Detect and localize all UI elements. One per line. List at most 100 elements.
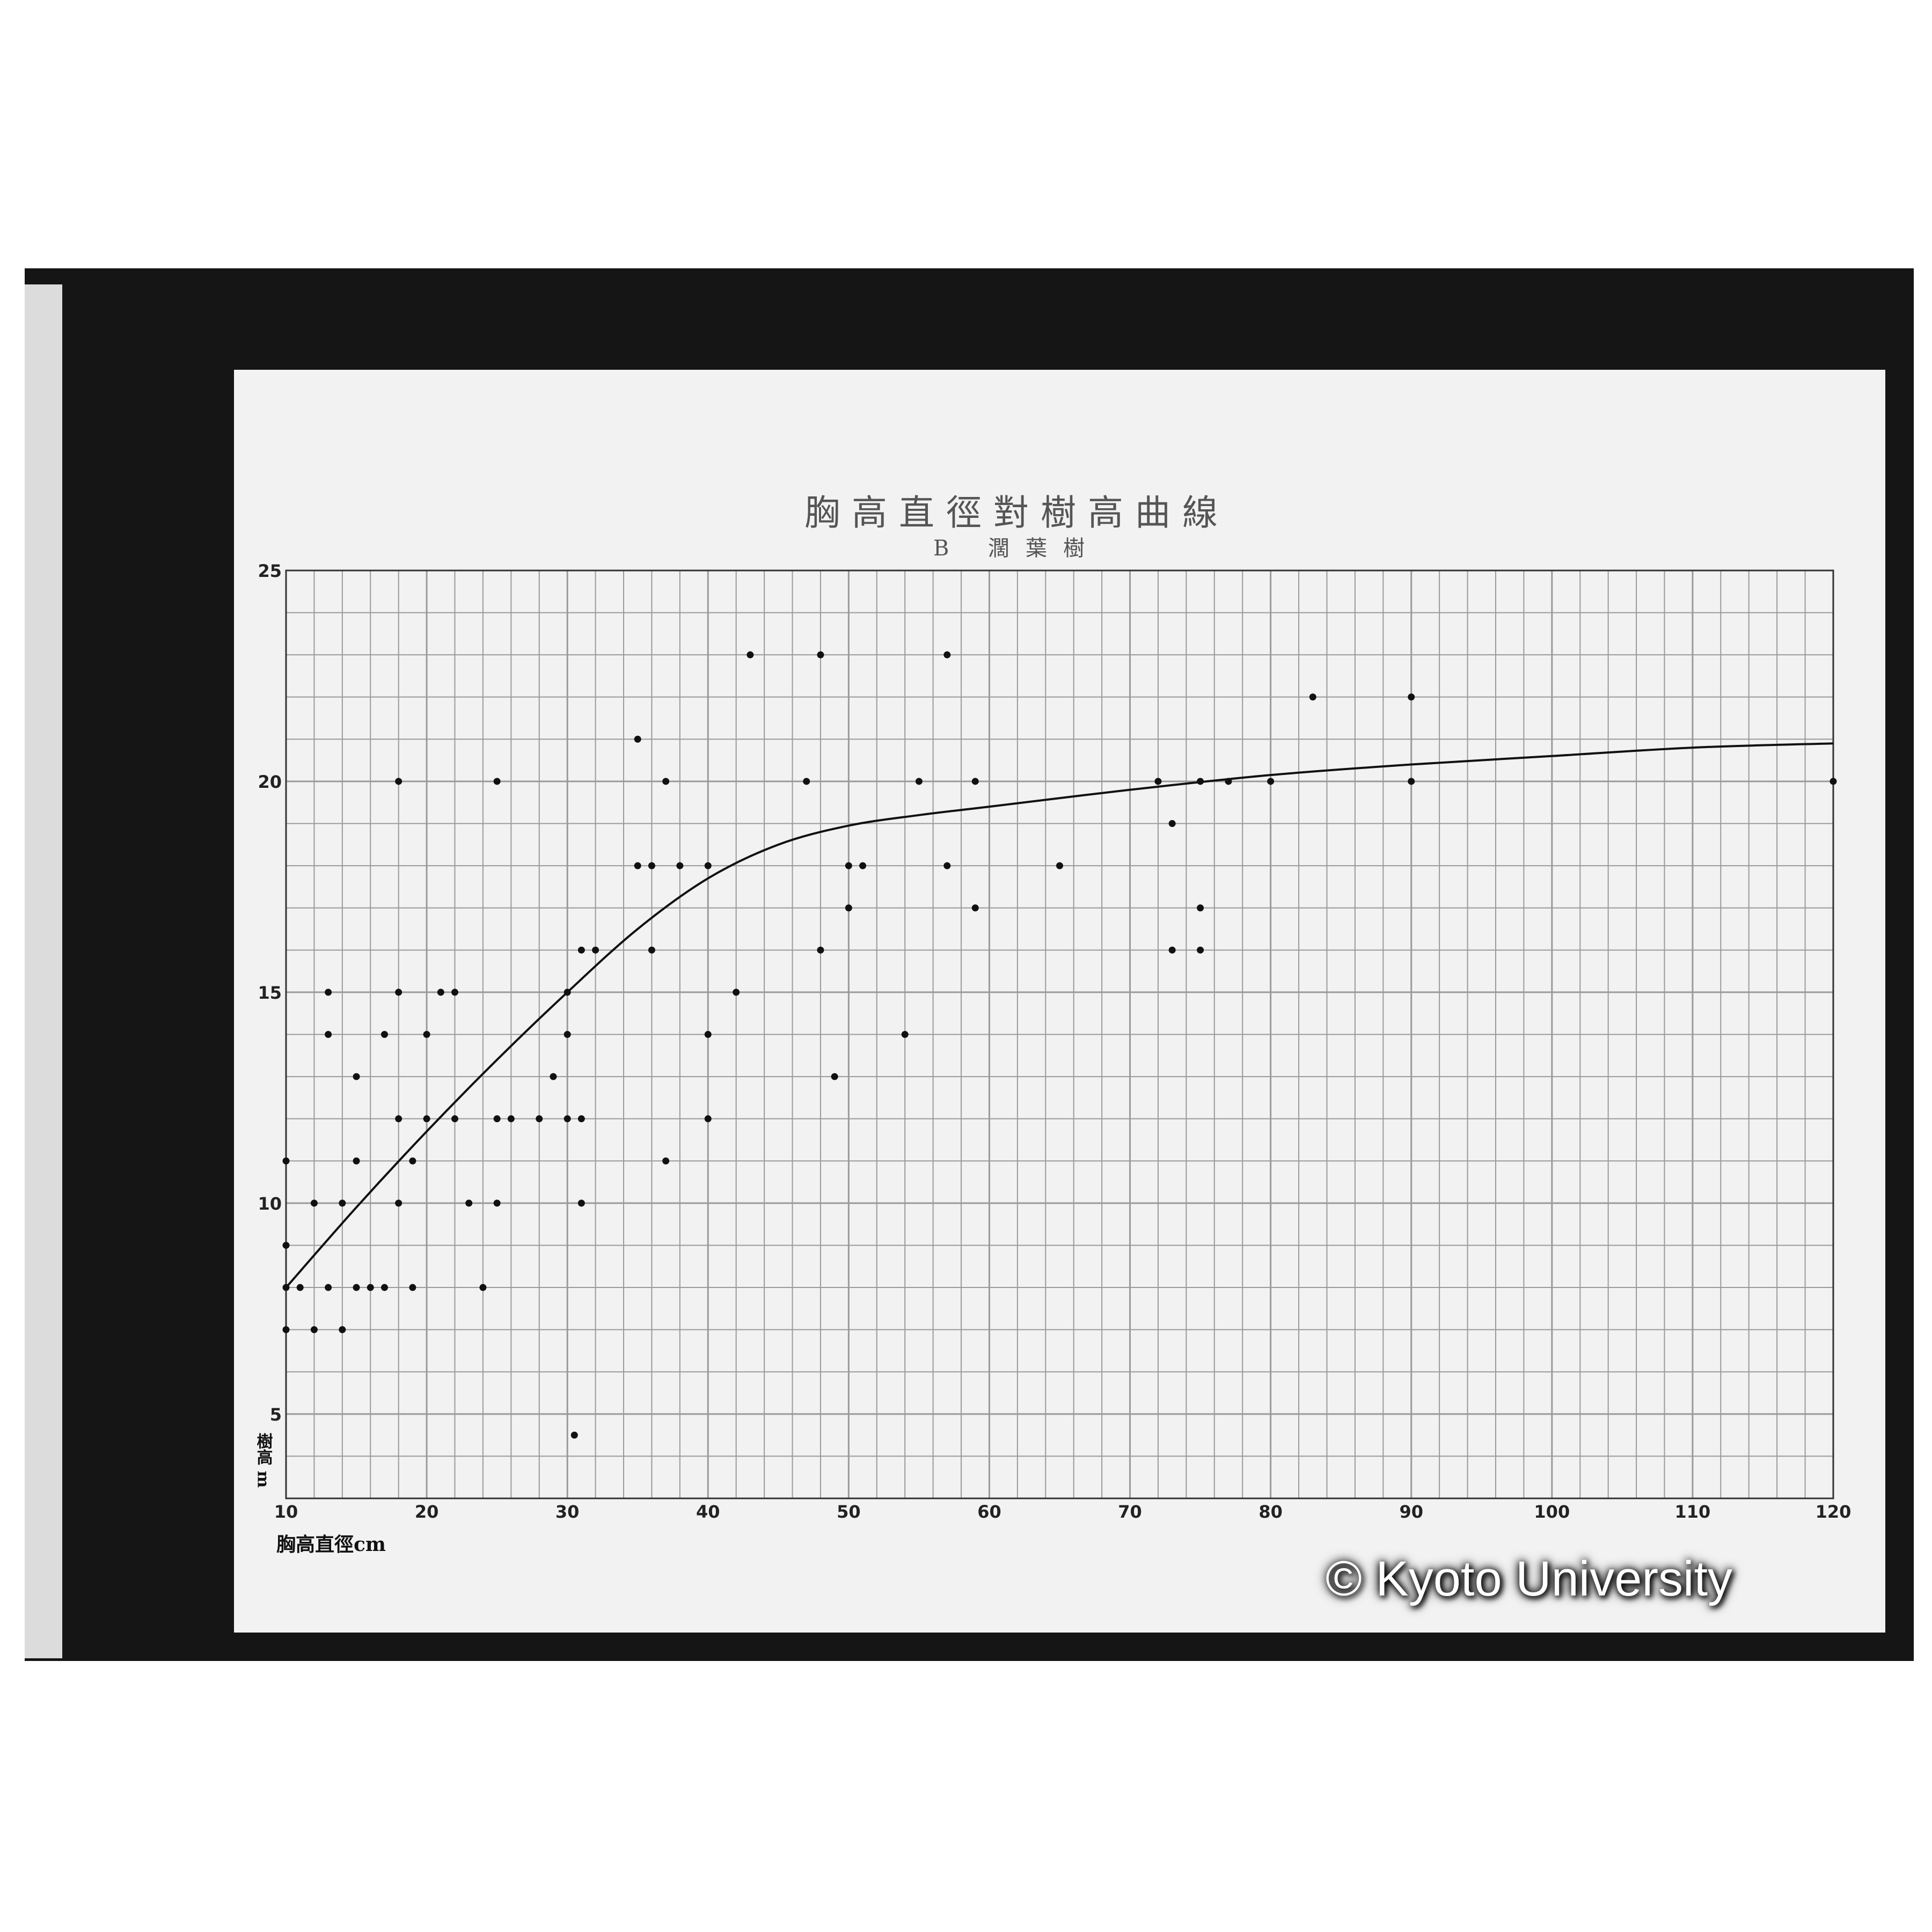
data-point <box>662 1157 670 1165</box>
x-tick-label: 20 <box>415 1502 439 1522</box>
data-point <box>380 1284 388 1291</box>
chart-subtitle: B 濶葉樹 <box>933 536 1101 561</box>
data-point <box>648 946 655 954</box>
x-axis-label: 胸高直徑cm <box>276 1533 386 1556</box>
data-point <box>1197 946 1204 954</box>
data-point <box>437 989 444 996</box>
paper <box>234 370 1885 1633</box>
data-point <box>733 989 740 996</box>
x-tick-label: 100 <box>1534 1502 1570 1522</box>
grid <box>285 569 1834 1499</box>
data-points <box>282 651 1837 1439</box>
data-point <box>577 1115 585 1123</box>
data-point <box>1168 946 1176 954</box>
data-point <box>570 1431 578 1439</box>
data-point <box>859 862 867 869</box>
data-point <box>493 1199 501 1207</box>
x-tick-label: 110 <box>1675 1502 1711 1522</box>
data-point <box>1408 693 1415 701</box>
x-tick-label: 120 <box>1816 1502 1851 1522</box>
data-point <box>1829 778 1837 785</box>
data-point <box>831 1073 838 1080</box>
data-point <box>409 1157 416 1165</box>
data-point <box>423 1031 430 1038</box>
data-point <box>451 989 459 996</box>
x-tick-label: 40 <box>696 1502 720 1522</box>
x-tick-label: 80 <box>1258 1502 1283 1522</box>
data-point <box>395 1115 402 1123</box>
x-tick-label: 50 <box>837 1502 861 1522</box>
data-point <box>282 1284 290 1291</box>
data-point <box>564 1031 571 1038</box>
data-point <box>817 651 824 658</box>
data-point <box>845 862 852 869</box>
data-point <box>493 1115 501 1123</box>
data-point <box>282 1157 290 1165</box>
data-point <box>296 1284 304 1291</box>
data-point <box>803 778 810 785</box>
data-point <box>817 946 824 954</box>
data-point <box>395 989 402 996</box>
data-point <box>367 1284 374 1291</box>
y-tick-label: 10 <box>258 1194 282 1214</box>
tick-labels: 10 20 30 40 50 60 70 80 90 100 110 120 5 10 15 20 25 <box>258 561 1851 1522</box>
x-tick-label: 10 <box>274 1502 298 1522</box>
data-point <box>310 1199 318 1207</box>
x-tick-label: 70 <box>1118 1502 1142 1522</box>
data-point <box>634 862 641 869</box>
data-point <box>901 1031 909 1038</box>
data-point <box>704 1115 712 1123</box>
data-point <box>1197 778 1204 785</box>
data-point <box>479 1284 487 1291</box>
data-point <box>325 1284 332 1291</box>
data-point <box>550 1073 557 1080</box>
data-point <box>648 862 655 869</box>
data-point <box>676 862 684 869</box>
data-point <box>1309 693 1316 701</box>
data-point <box>325 1031 332 1038</box>
data-point <box>943 651 951 658</box>
data-point <box>536 1115 543 1123</box>
y-axis-label: 樹高 m <box>254 1433 273 1488</box>
data-point <box>409 1284 416 1291</box>
y-tick-label: 5 <box>270 1404 282 1425</box>
data-point <box>1408 778 1415 785</box>
x-tick-label: 60 <box>977 1502 1001 1522</box>
data-point <box>325 989 332 996</box>
fitted-curve <box>285 742 1834 1289</box>
curve-line <box>285 742 1834 1289</box>
data-point <box>282 1326 290 1334</box>
data-point <box>310 1326 318 1334</box>
data-point <box>1056 862 1063 869</box>
y-tick-label: 15 <box>258 983 282 1003</box>
data-point <box>507 1115 515 1123</box>
data-point <box>971 778 979 785</box>
data-point <box>577 1199 585 1207</box>
data-point <box>943 862 951 869</box>
data-point <box>662 778 670 785</box>
data-point <box>1168 820 1176 828</box>
plot-border <box>285 569 1834 1499</box>
x-tick-label: 90 <box>1399 1502 1423 1522</box>
data-point <box>564 989 571 996</box>
data-point <box>845 904 852 912</box>
data-point <box>353 1284 360 1291</box>
data-point <box>395 1199 402 1207</box>
data-point <box>380 1031 388 1038</box>
data-point <box>577 946 585 954</box>
data-point <box>339 1199 346 1207</box>
data-point <box>1154 778 1162 785</box>
data-point <box>451 1115 459 1123</box>
data-point <box>704 1031 712 1038</box>
data-point <box>704 862 712 869</box>
data-point <box>1225 778 1232 785</box>
data-point <box>395 778 402 785</box>
data-point <box>465 1199 473 1207</box>
data-point <box>353 1073 360 1080</box>
wall-strip <box>25 284 62 1658</box>
data-point <box>592 946 599 954</box>
data-point <box>353 1157 360 1165</box>
data-point <box>1197 904 1204 912</box>
data-point <box>282 1241 290 1249</box>
